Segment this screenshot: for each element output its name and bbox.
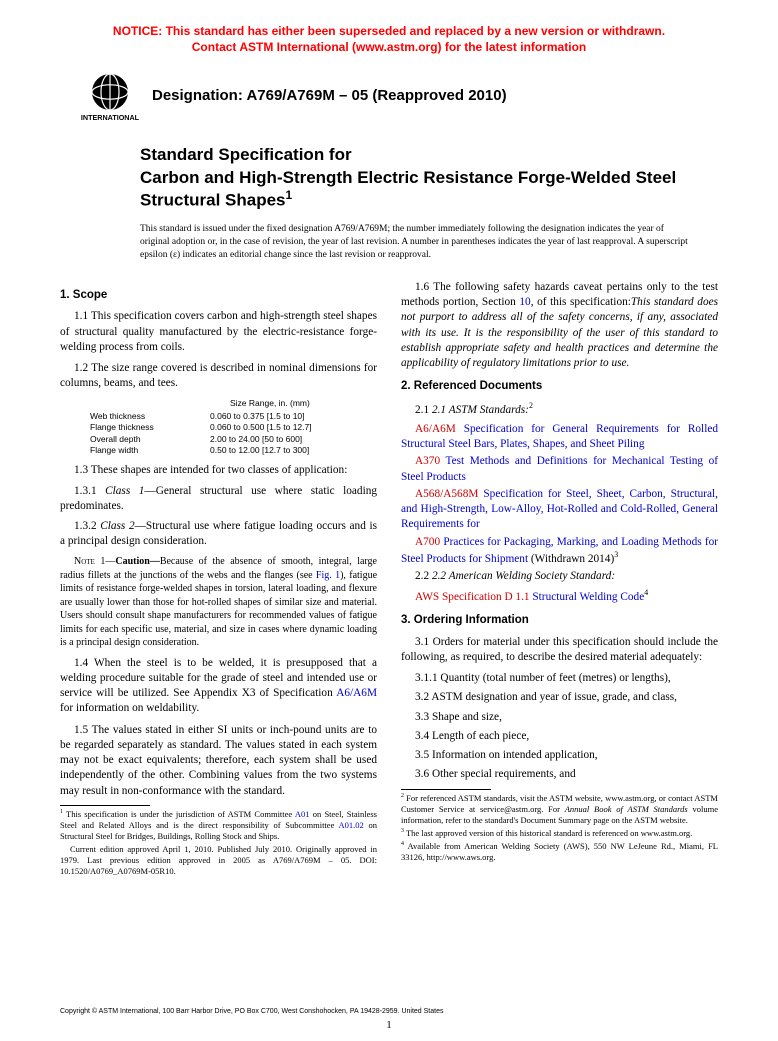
- aws-link[interactable]: AWS Specification D 1.1: [415, 591, 530, 603]
- para-3-5: 3.5 Information on intended application,: [401, 748, 718, 763]
- ref-a6: A6/A6M Specification for General Require…: [401, 422, 718, 453]
- table-row: Flange width0.50 to 12.00 [12.7 to 300]: [90, 445, 377, 456]
- scope-heading: 1. Scope: [60, 288, 377, 304]
- copyright: Copyright © ASTM International, 100 Barr…: [60, 1008, 444, 1015]
- para-2-2: 2.2 2.2 American Welding Society Standar…: [401, 569, 718, 584]
- a700-link[interactable]: A700: [415, 536, 440, 548]
- notice-l2: Contact ASTM International (www.astm.org…: [192, 40, 586, 54]
- right-column: 1.6 The following safety hazards caveat …: [401, 280, 718, 879]
- footnote-1b: Current edition approved April 1, 2010. …: [60, 844, 377, 877]
- refs-heading: 2. Referenced Documents: [401, 379, 718, 395]
- para-1-3-2: 1.3.2 Class 2—Structural use where fatig…: [60, 519, 377, 550]
- a568-link[interactable]: A568/A568M: [415, 488, 478, 500]
- table-header: Size Range, in. (mm): [210, 398, 377, 409]
- page-number: 1: [0, 1019, 778, 1031]
- a01-link[interactable]: A01: [295, 809, 310, 819]
- para-1-3-1: 1.3.1 Class 1—General structural use whe…: [60, 484, 377, 515]
- section-10-link[interactable]: 10: [519, 296, 530, 308]
- para-3-4: 3.4 Length of each piece,: [401, 729, 718, 744]
- table-row: Flange thickness0.060 to 0.500 [1.5 to 1…: [90, 422, 377, 433]
- astm-logo-icon: INTERNATIONAL: [80, 65, 140, 125]
- table-row: Web thickness0.060 to 0.375 [1.5 to 10]: [90, 411, 377, 422]
- footnote-rule: [401, 789, 491, 790]
- footnote-2: 2 For referenced ASTM standards, visit t…: [401, 793, 718, 826]
- table-row: Overall depth2.00 to 24.00 [50 to 600]: [90, 434, 377, 445]
- a370-link[interactable]: A370: [415, 455, 440, 467]
- svg-text:INTERNATIONAL: INTERNATIONAL: [81, 113, 140, 122]
- title-block: Standard Specification for Carbon and Hi…: [140, 145, 718, 211]
- a0102-link[interactable]: A01.02: [339, 820, 364, 830]
- fig-1-link[interactable]: Fig. 1: [316, 570, 340, 581]
- footnote-4: 4 Available from American Welding Societ…: [401, 841, 718, 863]
- para-1-2: 1.2 The size range covered is described …: [60, 361, 377, 392]
- designation: Designation: A769/A769M – 05 (Reapproved…: [152, 87, 507, 104]
- ref-aws: AWS Specification D 1.1 Structural Weldi…: [401, 588, 718, 605]
- para-3-2: 3.2 ASTM designation and year of issue, …: [401, 690, 718, 705]
- footnote-1: 1 This specification is under the jurisd…: [60, 809, 377, 842]
- footnote-3: 3 The last approved version of this hist…: [401, 828, 718, 839]
- size-range-table: Size Range, in. (mm) Web thickness0.060 …: [90, 398, 377, 457]
- columns: 1. Scope 1.1 This specification covers c…: [60, 280, 718, 879]
- para-1-4: 1.4 When the steel is to be welded, it i…: [60, 656, 377, 717]
- para-3-3: 3.3 Shape and size,: [401, 710, 718, 725]
- title-pre: Standard Specification for: [140, 145, 718, 165]
- para-1-6: 1.6 The following safety hazards caveat …: [401, 280, 718, 372]
- footnote-rule: [60, 805, 150, 806]
- para-1-1: 1.1 This specification covers carbon and…: [60, 309, 377, 355]
- para-3-1-1: 3.1.1 Quantity (total number of feet (me…: [401, 671, 718, 686]
- ref-a568: A568/A568M Specification for Steel, Shee…: [401, 487, 718, 533]
- notice-l1: NOTICE: This standard has either been su…: [113, 24, 665, 38]
- a6-link[interactable]: A6/A6M: [415, 423, 456, 435]
- a6-link[interactable]: A6/A6M: [336, 687, 377, 699]
- para-3-1: 3.1 Orders for material under this speci…: [401, 635, 718, 666]
- ordering-heading: 3. Ordering Information: [401, 613, 718, 629]
- header: INTERNATIONAL Designation: A769/A769M – …: [80, 65, 718, 125]
- ref-a700: A700 Practices for Packaging, Marking, a…: [401, 535, 718, 567]
- para-1-5: 1.5 The values stated in either SI units…: [60, 723, 377, 799]
- page: NOTICE: This standard has either been su…: [0, 0, 778, 1041]
- issuance-note: This standard is issued under the fixed …: [140, 223, 718, 261]
- para-1-3: 1.3 These shapes are intended for two cl…: [60, 463, 377, 478]
- para-2-1: 2.1 2.1 ASTM Standards:2: [401, 401, 718, 418]
- ref-a370: A370 Test Methods and Definitions for Me…: [401, 454, 718, 485]
- para-3-6: 3.6 Other special requirements, and: [401, 767, 718, 782]
- left-column: 1. Scope 1.1 This specification covers c…: [60, 280, 377, 879]
- notice-banner: NOTICE: This standard has either been su…: [60, 24, 718, 55]
- title-main: Carbon and High-Strength Electric Resist…: [140, 167, 718, 211]
- note-1: Note 1—Caution—Because of the absence of…: [60, 555, 377, 650]
